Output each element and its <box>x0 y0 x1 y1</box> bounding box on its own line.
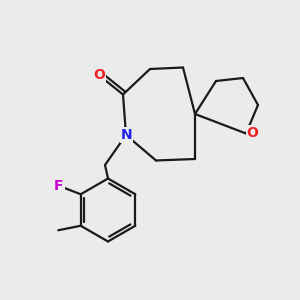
Text: F: F <box>54 178 64 193</box>
Text: O: O <box>93 68 105 82</box>
Text: N: N <box>121 128 132 142</box>
Text: O: O <box>247 126 259 140</box>
